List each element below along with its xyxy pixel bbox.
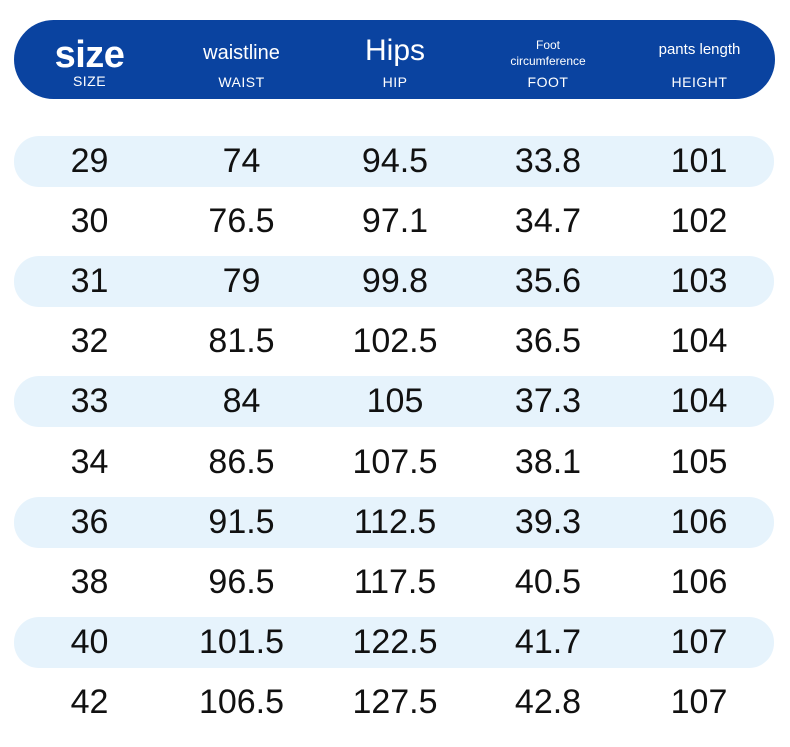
table-row: 36 91.5 112.5 39.3 106	[14, 497, 774, 548]
table-row: 31 79 99.8 35.6 103	[14, 256, 774, 307]
cell-size: 34	[70, 443, 109, 481]
cell-height: 106	[670, 563, 728, 601]
header-size-subtitle: SIZE	[72, 73, 107, 89]
cell-size: 40	[70, 623, 109, 661]
cell-foot: 38.1	[514, 443, 582, 481]
cell-size: 36	[70, 503, 109, 541]
header-waist: waistline WAIST	[165, 20, 318, 99]
cell-height: 107	[670, 683, 728, 721]
cell-size: 33	[70, 382, 109, 420]
cell-height: 107	[670, 623, 728, 661]
cell-hip: 107.5	[352, 443, 438, 481]
cell-hip: 105	[366, 382, 424, 420]
header-foot-title-line2: circumference	[510, 54, 586, 68]
cell-hip: 117.5	[353, 563, 437, 601]
cell-foot: 39.3	[514, 503, 582, 541]
cell-height: 101	[670, 142, 728, 180]
table-row: 30 76.5 97.1 34.7 102	[14, 196, 774, 247]
cell-foot: 40.5	[514, 563, 582, 601]
cell-foot: 35.6	[514, 262, 582, 300]
size-chart-header: size SIZE waistline WAIST Hips HIP Foot …	[14, 20, 775, 99]
cell-foot: 36.5	[514, 322, 582, 360]
cell-waist: 91.5	[208, 503, 275, 541]
header-hips-title: Hips	[364, 34, 425, 67]
cell-hip: 94.5	[361, 142, 429, 180]
cell-hip: 97.1	[361, 202, 429, 240]
header-foot-subtitle: FOOT	[527, 74, 569, 90]
header-height-subtitle: HEIGHT	[671, 74, 728, 90]
header-waist-title: waistline	[203, 42, 280, 64]
table-row: 33 84 105 37.3 104	[14, 376, 774, 427]
cell-waist: 76.5	[208, 202, 275, 240]
header-hips-subtitle: HIP	[382, 74, 408, 90]
cell-waist: 74	[222, 142, 261, 180]
cell-hip: 102.5	[352, 322, 438, 360]
cell-waist: 86.5	[208, 443, 275, 481]
cell-size: 30	[70, 202, 109, 240]
cell-hip: 112.5	[353, 503, 437, 541]
cell-height: 102	[670, 202, 728, 240]
table-row: 42 106.5 127.5 42.8 107	[14, 677, 774, 728]
cell-waist: 79	[222, 262, 261, 300]
cell-foot: 42.8	[514, 683, 582, 721]
cell-waist: 96.5	[208, 563, 275, 601]
cell-height: 106	[670, 503, 728, 541]
cell-height: 105	[670, 443, 728, 481]
cell-waist: 101.5	[198, 623, 285, 661]
cell-foot: 33.8	[514, 142, 582, 180]
cell-waist: 84	[222, 382, 261, 420]
cell-foot: 41.7	[514, 623, 582, 661]
table-row: 40 101.5 122.5 41.7 107	[14, 617, 774, 668]
table-row: 29 74 94.5 33.8 101	[14, 136, 774, 187]
cell-size: 38	[70, 563, 109, 601]
cell-hip: 127.5	[352, 683, 438, 721]
cell-height: 103	[670, 262, 728, 300]
header-height: pants length HEIGHT	[624, 20, 775, 99]
cell-size: 32	[70, 322, 109, 360]
cell-size: 29	[70, 142, 109, 180]
header-foot: Foot circumference FOOT	[472, 20, 624, 99]
header-foot-title: Foot circumference	[472, 37, 624, 69]
cell-waist: 81.5	[208, 322, 275, 360]
cell-size: 31	[70, 262, 109, 300]
cell-height: 104	[670, 382, 728, 420]
cell-foot: 34.7	[514, 202, 582, 240]
header-hips: Hips HIP	[318, 20, 472, 99]
header-size: size SIZE	[14, 20, 165, 99]
cell-hip: 99.8	[361, 262, 429, 300]
cell-foot: 37.3	[514, 382, 582, 420]
header-waist-subtitle: WAIST	[218, 74, 265, 90]
cell-size: 42	[70, 683, 109, 721]
table-row: 38 96.5 117.5 40.5 106	[14, 557, 774, 608]
header-height-title: pants length	[658, 41, 741, 58]
header-size-title: size	[54, 34, 125, 76]
table-row: 34 86.5 107.5 38.1 105	[14, 437, 774, 488]
cell-waist: 106.5	[198, 683, 285, 721]
table-row: 32 81.5 102.5 36.5 104	[14, 316, 774, 367]
header-foot-title-line1: Foot	[535, 38, 560, 52]
cell-hip: 122.5	[352, 623, 438, 661]
cell-height: 104	[670, 322, 728, 360]
